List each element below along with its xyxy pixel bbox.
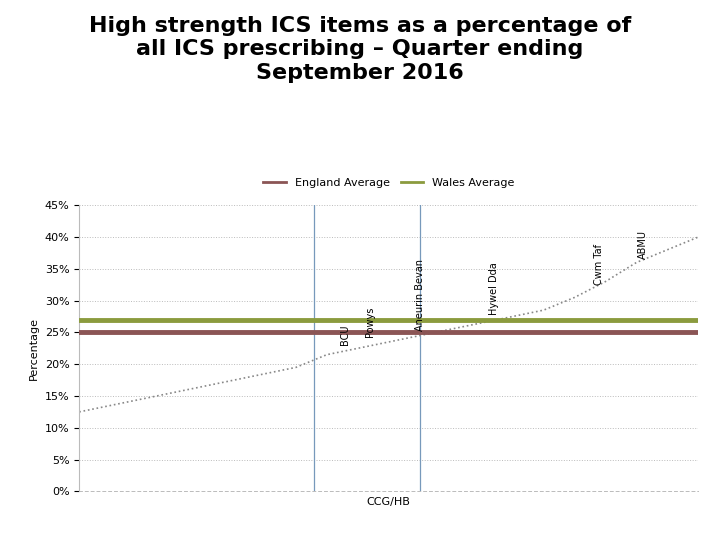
Text: Hywel Dda: Hywel Dda bbox=[489, 262, 499, 315]
Y-axis label: Percentage: Percentage bbox=[30, 317, 39, 380]
Text: ABMU: ABMU bbox=[638, 230, 648, 259]
Legend: England Average, Wales Average: England Average, Wales Average bbox=[259, 173, 518, 193]
Text: High strength ICS items as a percentage of
all ICS prescribing – Quarter ending
: High strength ICS items as a percentage … bbox=[89, 16, 631, 83]
Text: Aneurin Bevan: Aneurin Bevan bbox=[415, 259, 425, 331]
Text: Powys: Powys bbox=[365, 307, 375, 338]
X-axis label: CCG/HB: CCG/HB bbox=[367, 497, 410, 507]
Text: BCU: BCU bbox=[341, 325, 351, 345]
Text: Cwm Taf: Cwm Taf bbox=[594, 244, 604, 285]
